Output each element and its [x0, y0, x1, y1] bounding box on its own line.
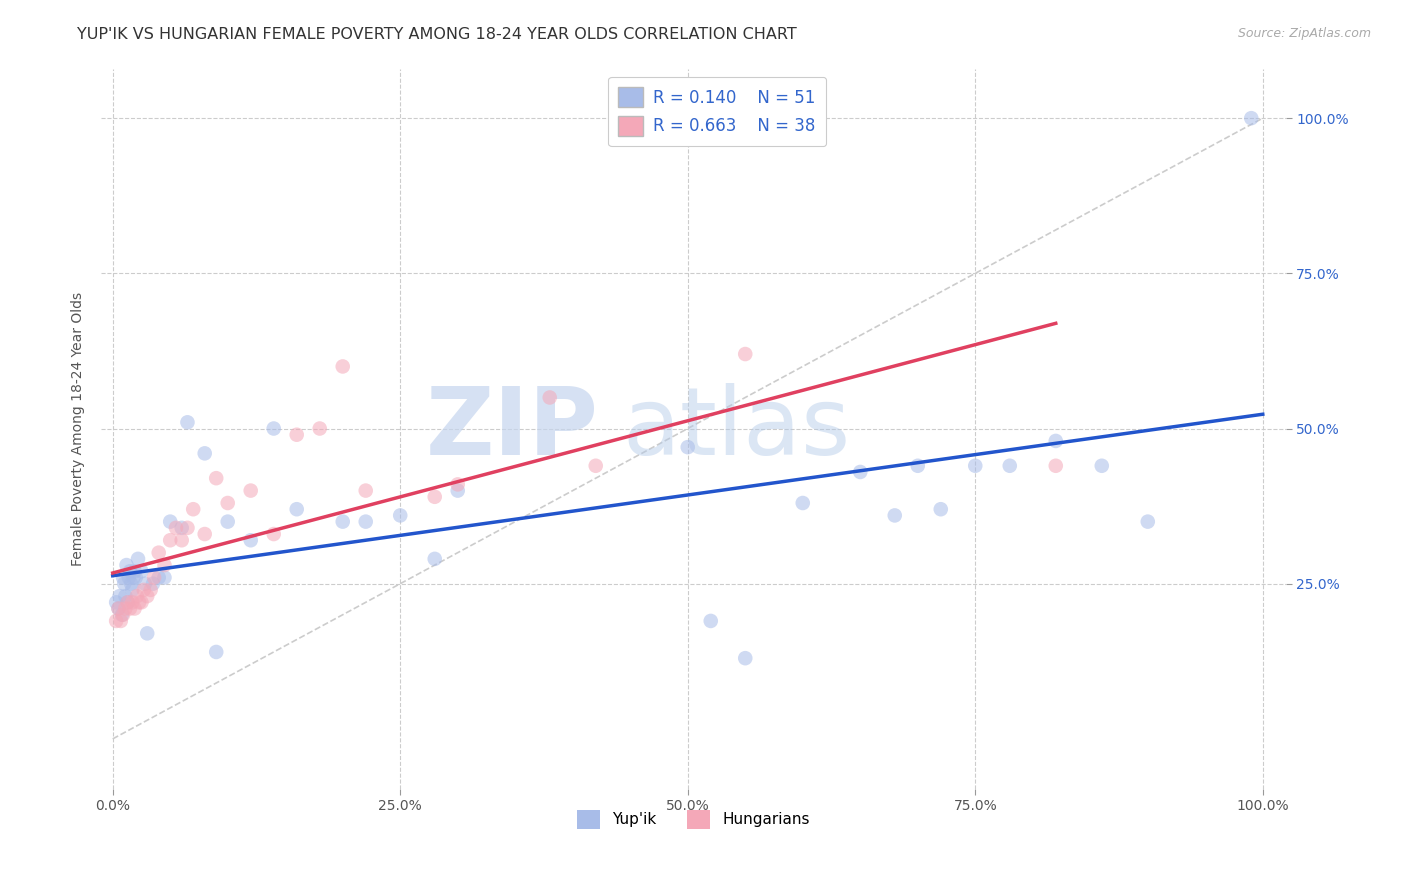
Point: [792, 496, 814, 510]
Point: [143, 570, 166, 584]
Point: [883, 508, 905, 523]
Point: [176, 521, 198, 535]
Point: [181, 502, 204, 516]
Point: [115, 558, 138, 572]
Point: [205, 471, 228, 485]
Point: [585, 458, 607, 473]
Point: [217, 515, 239, 529]
Point: [153, 570, 176, 584]
Point: [112, 576, 135, 591]
Point: [447, 477, 470, 491]
Point: [676, 440, 699, 454]
Point: [285, 502, 308, 516]
Point: [263, 421, 285, 435]
Point: [117, 595, 139, 609]
Point: [700, 614, 723, 628]
Point: [121, 582, 143, 597]
Point: [111, 607, 134, 622]
Point: [194, 527, 217, 541]
Point: [1045, 458, 1067, 473]
Point: [153, 558, 176, 572]
Point: [1091, 458, 1114, 473]
Y-axis label: Female Poverty Among 18-24 Year Olds: Female Poverty Among 18-24 Year Olds: [72, 292, 86, 566]
Point: [285, 427, 308, 442]
Point: [849, 465, 872, 479]
Point: [1045, 434, 1067, 448]
Point: [134, 576, 156, 591]
Point: [131, 595, 153, 609]
Point: [176, 415, 198, 429]
Point: [165, 521, 187, 535]
Point: [907, 458, 929, 473]
Point: [1136, 515, 1159, 529]
Point: [125, 589, 148, 603]
Point: [118, 601, 141, 615]
Point: [108, 589, 131, 603]
Point: [538, 391, 561, 405]
Point: [205, 645, 228, 659]
Point: [105, 595, 128, 609]
Point: [121, 595, 143, 609]
Point: [159, 515, 181, 529]
Point: [122, 570, 145, 584]
Point: [112, 570, 135, 584]
Point: [105, 614, 128, 628]
Point: [217, 496, 239, 510]
Text: Source: ZipAtlas.com: Source: ZipAtlas.com: [1237, 27, 1371, 40]
Point: [132, 582, 155, 597]
Point: [124, 601, 146, 615]
Point: [447, 483, 470, 498]
Point: [965, 458, 987, 473]
Point: [998, 458, 1021, 473]
Point: [170, 533, 193, 548]
Point: [734, 651, 756, 665]
Point: [117, 595, 139, 609]
Point: [929, 502, 952, 516]
Point: [423, 490, 446, 504]
Point: [136, 589, 159, 603]
Point: [114, 589, 136, 603]
Point: [148, 570, 170, 584]
Point: [131, 564, 153, 578]
Text: ZIP: ZIP: [426, 383, 599, 475]
Point: [107, 601, 129, 615]
Point: [110, 614, 132, 628]
Point: [1240, 111, 1263, 125]
Point: [263, 527, 285, 541]
Legend: Yup'ik, Hungarians: Yup'ik, Hungarians: [571, 804, 815, 835]
Point: [124, 564, 146, 578]
Point: [127, 552, 149, 566]
Point: [128, 595, 150, 609]
Point: [120, 576, 142, 591]
Point: [194, 446, 217, 460]
Point: [114, 601, 136, 615]
Point: [354, 515, 377, 529]
Point: [125, 570, 148, 584]
Text: atlas: atlas: [623, 383, 851, 475]
Point: [118, 570, 141, 584]
Point: [239, 483, 262, 498]
Point: [332, 359, 354, 374]
Point: [332, 515, 354, 529]
Point: [107, 601, 129, 615]
Point: [118, 564, 141, 578]
Point: [354, 483, 377, 498]
Point: [159, 533, 181, 548]
Point: [308, 421, 330, 435]
Point: [148, 546, 170, 560]
Text: YUP'IK VS HUNGARIAN FEMALE POVERTY AMONG 18-24 YEAR OLDS CORRELATION CHART: YUP'IK VS HUNGARIAN FEMALE POVERTY AMONG…: [77, 27, 797, 42]
Point: [139, 582, 162, 597]
Point: [734, 347, 756, 361]
Point: [423, 552, 446, 566]
Point: [136, 626, 159, 640]
Point: [389, 508, 412, 523]
Point: [239, 533, 262, 548]
Point: [142, 576, 165, 591]
Point: [112, 607, 135, 622]
Point: [170, 521, 193, 535]
